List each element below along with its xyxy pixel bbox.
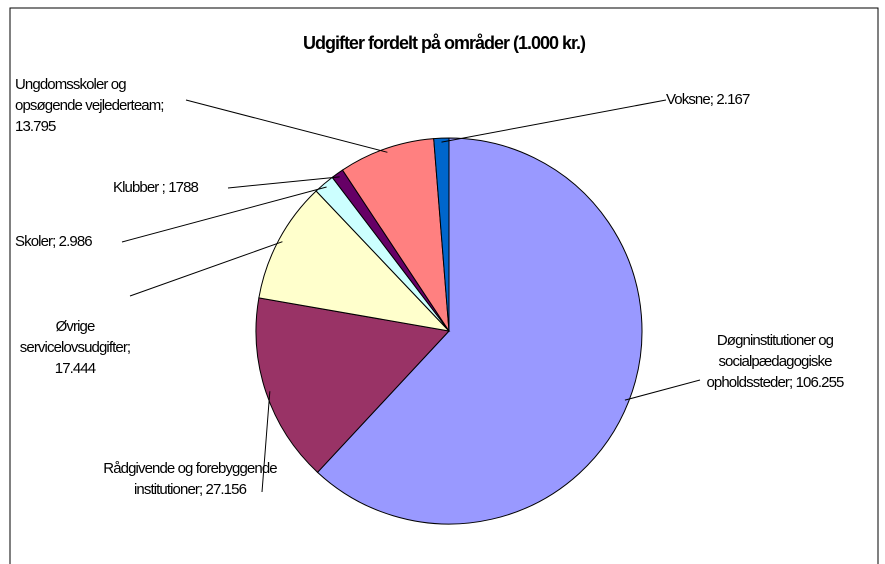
value-label: 27.156 (205, 481, 247, 498)
value-label: 17.444 (54, 360, 96, 377)
leader-line (624, 379, 701, 401)
pie-slice (258, 190, 451, 332)
category-label: Skoler; (15, 233, 56, 250)
chart-title: Udgifter fordelt på områder (1.000 kr.) (302, 33, 586, 53)
slice-label: Klubber ; 1788 (113, 177, 253, 198)
slice-label: Øvrige servicelovsudgifter; 17.444 (0, 316, 150, 379)
slice-label: Voksne; 2.167 (666, 89, 806, 110)
category-label: Voksne; (666, 91, 714, 108)
category-label: Rådgivende og forebyggende institutioner… (103, 460, 277, 498)
slice-label: Ungdomsskoler og opsøgende vejlederteam;… (15, 74, 190, 137)
pie-slice (433, 137, 450, 332)
leader-line (261, 391, 271, 493)
category-label: Klubber ; (113, 179, 166, 196)
value-label: 106.255 (795, 374, 845, 391)
value-label: 2.986 (58, 233, 93, 250)
slice-label: Rådgivende og forebyggende institutioner… (100, 458, 280, 500)
category-label: Døgninstitutioner og socialpædagogiske o… (706, 332, 834, 391)
leader-line (227, 176, 340, 189)
value-label: 13.795 (15, 118, 56, 135)
category-label: Øvrige servicelovsudgifter; (19, 318, 131, 356)
value-label: 2.167 (716, 91, 750, 108)
pie-slice (341, 138, 450, 332)
slice-label: Døgninstitutioner og socialpædagogiske o… (695, 330, 855, 393)
slice-label: Skoler; 2.986 (15, 231, 155, 252)
pie-slice (316, 137, 643, 525)
chart-border (9, 7, 879, 564)
category-label: Ungdomsskoler og opsøgende vejlederteam; (15, 76, 164, 114)
pie-slice (255, 297, 450, 474)
value-label: 1788 (168, 179, 199, 196)
leader-line (441, 99, 667, 143)
leader-line (121, 186, 327, 243)
leader-line (185, 99, 388, 153)
leader-line (129, 241, 283, 297)
